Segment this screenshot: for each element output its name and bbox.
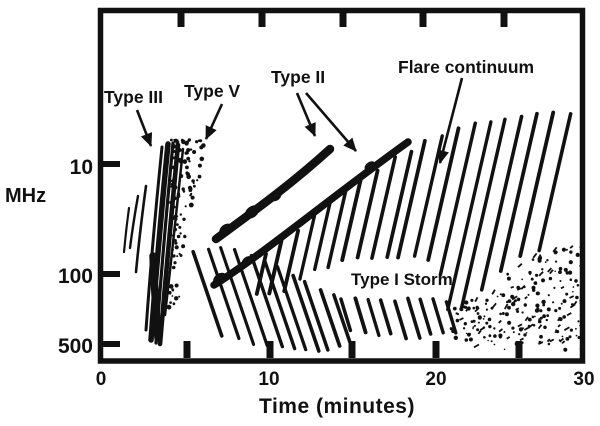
type-ii-band-lower [210, 138, 412, 289]
type-v-label: Type V [184, 81, 240, 101]
annotation-arrows [135, 77, 464, 164]
type-i-storm-label: Type I Storm [351, 270, 453, 289]
flare-continuum-arrow [437, 77, 464, 164]
type-iii-arrow [135, 109, 153, 147]
type-i-storm-hatch-below-label [339, 296, 458, 341]
type-i-storm-hatch-region [191, 246, 353, 353]
type-iii-label: Type III [104, 87, 163, 107]
type-iii-burst-strokes [122, 141, 185, 347]
type-v-arrow [204, 103, 224, 140]
x-tick-label-10: 10 [258, 369, 279, 390]
storm-stipple-region [449, 245, 585, 352]
plot-border [97, 7, 586, 364]
flare-continuum-label: Flare continuum [398, 57, 534, 77]
y-tick-label-500: 500 [58, 335, 93, 358]
y-tick-label-10: 10 [70, 156, 93, 179]
type-ii-arrow-upper [295, 92, 317, 137]
x-axis-title: Time (minutes) [259, 395, 415, 418]
x-tick-label-30: 30 [573, 369, 594, 390]
axis-ticks [103, 13, 523, 358]
x-tick-label-20: 20 [425, 369, 446, 390]
type-ii-label: Type II [271, 67, 325, 87]
y-tick-label-100: 100 [58, 265, 93, 288]
type-ii-arrow-lower [305, 92, 357, 152]
type-ii-bands [210, 138, 412, 289]
y-axis-unit-label: MHz [5, 185, 46, 207]
x-tick-label-0: 0 [96, 369, 107, 390]
